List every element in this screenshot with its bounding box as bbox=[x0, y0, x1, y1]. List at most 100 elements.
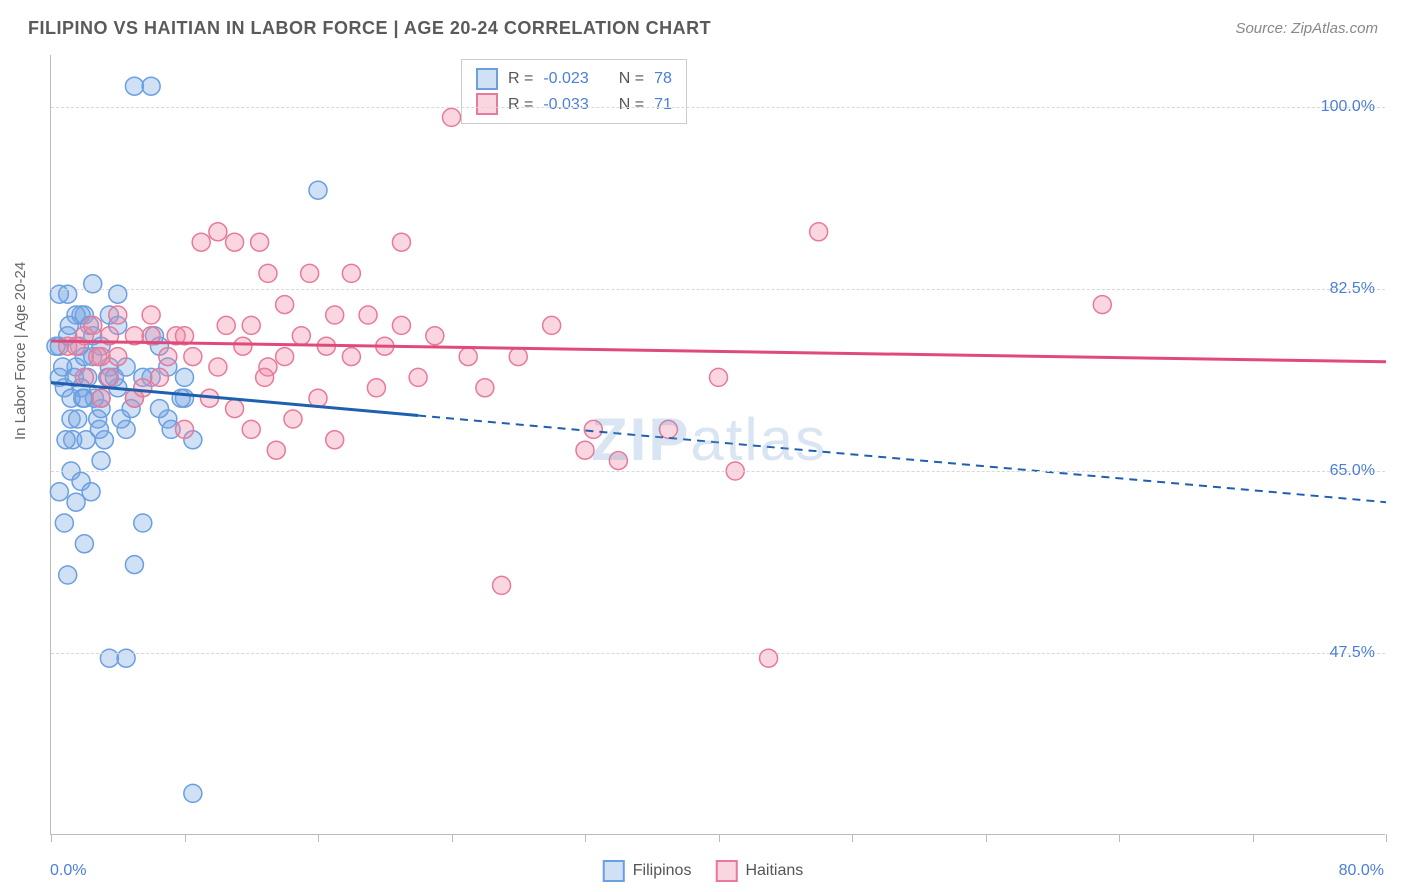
data-point bbox=[276, 296, 294, 314]
data-point bbox=[309, 181, 327, 199]
trend-line-dashed bbox=[418, 415, 1386, 502]
data-point bbox=[109, 306, 127, 324]
data-point bbox=[172, 389, 190, 407]
data-point bbox=[125, 556, 143, 574]
ytick-label: 65.0% bbox=[1330, 462, 1375, 480]
data-point bbox=[184, 784, 202, 802]
data-point bbox=[50, 483, 68, 501]
chart-plot-area: ZIPatlas R = -0.023 N = 78 R = -0.033 N … bbox=[50, 55, 1385, 835]
data-point bbox=[242, 420, 260, 438]
data-point bbox=[176, 420, 194, 438]
data-point bbox=[134, 514, 152, 532]
xtick bbox=[852, 834, 853, 842]
data-point bbox=[69, 410, 87, 428]
data-point bbox=[543, 316, 561, 334]
xtick bbox=[719, 834, 720, 842]
xtick bbox=[585, 834, 586, 842]
data-point bbox=[443, 108, 461, 126]
xtick bbox=[1119, 834, 1120, 842]
data-point bbox=[150, 400, 168, 418]
legend-item-haitians: Haitians bbox=[715, 860, 803, 882]
swatch-haitians bbox=[476, 93, 498, 115]
data-point bbox=[100, 368, 118, 386]
data-point bbox=[301, 264, 319, 282]
stats-legend: R = -0.023 N = 78 R = -0.033 N = 71 bbox=[461, 59, 687, 124]
chart-svg bbox=[51, 55, 1385, 834]
data-point bbox=[184, 348, 202, 366]
data-point bbox=[55, 514, 73, 532]
data-point bbox=[267, 441, 285, 459]
data-point bbox=[142, 77, 160, 95]
x-min-label: 0.0% bbox=[50, 862, 86, 880]
source-label: Source: ZipAtlas.com bbox=[1235, 20, 1378, 37]
data-point bbox=[226, 233, 244, 251]
data-point bbox=[117, 649, 135, 667]
ytick-label: 100.0% bbox=[1321, 98, 1375, 116]
data-point bbox=[292, 327, 310, 345]
xtick bbox=[1386, 834, 1387, 842]
data-point bbox=[100, 649, 118, 667]
data-point bbox=[134, 379, 152, 397]
xtick bbox=[986, 834, 987, 842]
data-point bbox=[142, 306, 160, 324]
data-point bbox=[476, 379, 494, 397]
data-point bbox=[584, 420, 602, 438]
data-point bbox=[226, 400, 244, 418]
legend-item-filipinos: Filipinos bbox=[603, 860, 692, 882]
data-point bbox=[109, 348, 127, 366]
data-point bbox=[209, 223, 227, 241]
ytick-label: 47.5% bbox=[1330, 644, 1375, 662]
data-point bbox=[57, 431, 75, 449]
gridline bbox=[51, 471, 1385, 472]
data-point bbox=[209, 358, 227, 376]
trend-line bbox=[51, 341, 1386, 362]
xtick bbox=[185, 834, 186, 842]
data-point bbox=[326, 306, 344, 324]
x-max-label: 80.0% bbox=[1339, 862, 1384, 880]
gridline bbox=[51, 107, 1385, 108]
data-point bbox=[760, 649, 778, 667]
swatch-filipinos-icon bbox=[603, 860, 625, 882]
data-point bbox=[192, 233, 210, 251]
data-point bbox=[710, 368, 728, 386]
data-point bbox=[359, 306, 377, 324]
xtick bbox=[1253, 834, 1254, 842]
data-point bbox=[82, 483, 100, 501]
data-point bbox=[509, 348, 527, 366]
data-point bbox=[176, 368, 194, 386]
xtick bbox=[318, 834, 319, 842]
data-point bbox=[217, 316, 235, 334]
series-legend: Filipinos Haitians bbox=[603, 860, 804, 882]
data-point bbox=[576, 441, 594, 459]
data-point bbox=[125, 77, 143, 95]
data-point bbox=[256, 368, 274, 386]
data-point bbox=[109, 285, 127, 303]
data-point bbox=[409, 368, 427, 386]
data-point bbox=[89, 348, 107, 366]
data-point bbox=[242, 316, 260, 334]
data-point bbox=[392, 233, 410, 251]
y-axis-label: In Labor Force | Age 20-24 bbox=[12, 262, 29, 440]
data-point bbox=[367, 379, 385, 397]
data-point bbox=[90, 420, 108, 438]
data-point bbox=[392, 316, 410, 334]
data-point bbox=[1093, 296, 1111, 314]
data-point bbox=[342, 264, 360, 282]
xtick bbox=[452, 834, 453, 842]
gridline bbox=[51, 653, 1385, 654]
data-point bbox=[259, 264, 277, 282]
data-point bbox=[251, 233, 269, 251]
xtick bbox=[51, 834, 52, 842]
data-point bbox=[609, 452, 627, 470]
data-point bbox=[75, 535, 93, 553]
data-point bbox=[493, 576, 511, 594]
data-point bbox=[150, 368, 168, 386]
data-point bbox=[659, 420, 677, 438]
data-point bbox=[92, 389, 110, 407]
ytick-label: 82.5% bbox=[1330, 280, 1375, 298]
stats-row-filipinos: R = -0.023 N = 78 bbox=[476, 66, 672, 92]
gridline bbox=[51, 289, 1385, 290]
data-point bbox=[159, 348, 177, 366]
data-point bbox=[234, 337, 252, 355]
data-point bbox=[84, 275, 102, 293]
